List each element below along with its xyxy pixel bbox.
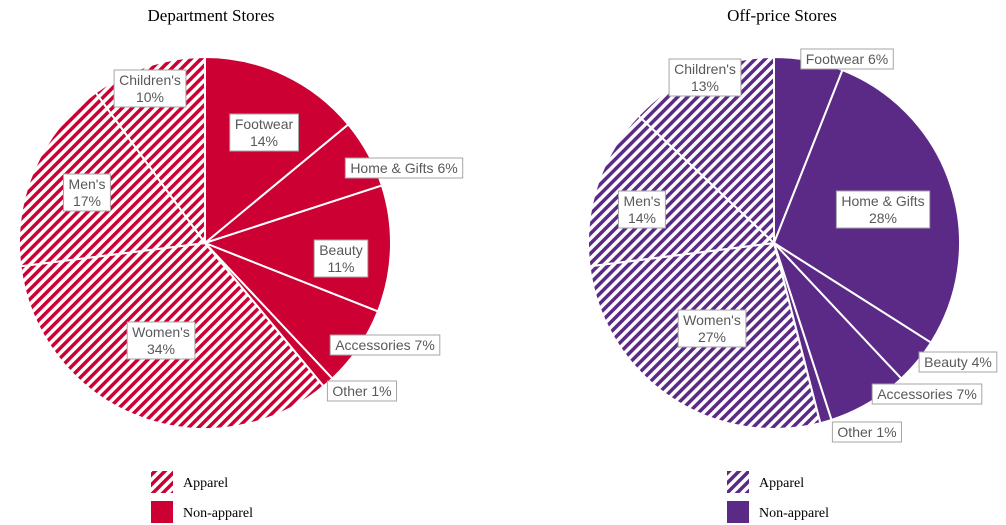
department-stores-data-label-home-gifts: Home & Gifts 6%: [344, 157, 464, 179]
slice-label-percent: 34%: [147, 341, 175, 357]
slice-label-percent: 27%: [698, 329, 726, 345]
legend-department-stores: Apparel Non-apparel: [151, 471, 253, 523]
chart-title-off-price-stores: Off-price Stores: [727, 6, 837, 25]
slice-label-text: Footwear 6%: [806, 51, 888, 67]
chart-title-department-stores: Department Stores: [148, 6, 275, 25]
slice-label-percent: 13%: [691, 78, 719, 94]
legend-label-apparel: Apparel: [183, 476, 228, 491]
slice-label-name: Women's: [683, 312, 741, 328]
legend-swatch-non-apparel: [151, 501, 173, 523]
slice-label-name: Home & Gifts: [841, 193, 924, 209]
slice-label-percent: 11%: [328, 259, 355, 275]
legend-off-price-stores: Apparel Non-apparel: [727, 471, 829, 523]
off-price-stores-data-label-beauty: Beauty 4%: [918, 351, 998, 373]
slice-label-name: Children's: [674, 61, 736, 77]
slice-label-name: Women's: [132, 324, 190, 340]
legend-swatch-non-apparel: [727, 501, 749, 523]
slice-label-percent: 28%: [869, 210, 897, 226]
department-stores-data-label-other: Other 1%: [326, 380, 397, 402]
off-price-stores-data-label-footwear: Footwear 6%: [800, 48, 894, 70]
slice-label-percent: 10%: [136, 89, 164, 105]
department-stores-slice-men-s: [18, 91, 207, 268]
slice-label-name: Footwear: [235, 116, 294, 132]
off-price-stores-data-label-women-s: Women's27%: [677, 309, 747, 348]
slice-label-name: Men's: [624, 193, 661, 209]
department-stores-data-label-children-s: Children's10%: [113, 69, 187, 108]
slice-label-percent: 17%: [73, 193, 101, 209]
off-price-stores-data-label-accessories: Accessories 7%: [871, 383, 983, 405]
off-price-stores-data-label-men-s: Men's14%: [618, 190, 666, 229]
slice-label-name: Men's: [69, 176, 106, 192]
department-stores-data-label-women-s: Women's34%: [126, 321, 196, 360]
off-price-stores-slice-men-s: [587, 114, 777, 268]
legend-label-non-apparel: Non-apparel: [759, 506, 829, 521]
legend-label-apparel: Apparel: [759, 476, 804, 491]
legend-label-non-apparel: Non-apparel: [183, 506, 253, 521]
slice-label-text: Accessories 7%: [335, 337, 435, 353]
department-stores-data-label-accessories: Accessories 7%: [329, 334, 441, 356]
off-price-stores-data-label-children-s: Children's13%: [668, 58, 742, 97]
legend-swatch-apparel: [151, 471, 173, 493]
slice-label-text: Home & Gifts 6%: [350, 160, 457, 176]
slice-label-percent: 14%: [628, 210, 656, 226]
legend-swatch-apparel: [727, 471, 749, 493]
slice-label-name: Beauty: [319, 242, 363, 258]
department-stores-data-label-men-s: Men's17%: [63, 173, 111, 212]
slice-label-percent: 14%: [250, 133, 278, 149]
slice-label-name: Children's: [119, 72, 181, 88]
slice-label-text: Other 1%: [837, 424, 896, 440]
department-stores-slice-beauty: [202, 184, 392, 313]
slice-label-text: Other 1%: [332, 383, 391, 399]
slice-label-text: Accessories 7%: [877, 386, 977, 402]
off-price-stores-data-label-other: Other 1%: [831, 421, 903, 443]
slice-label-text: Beauty 4%: [924, 354, 992, 370]
